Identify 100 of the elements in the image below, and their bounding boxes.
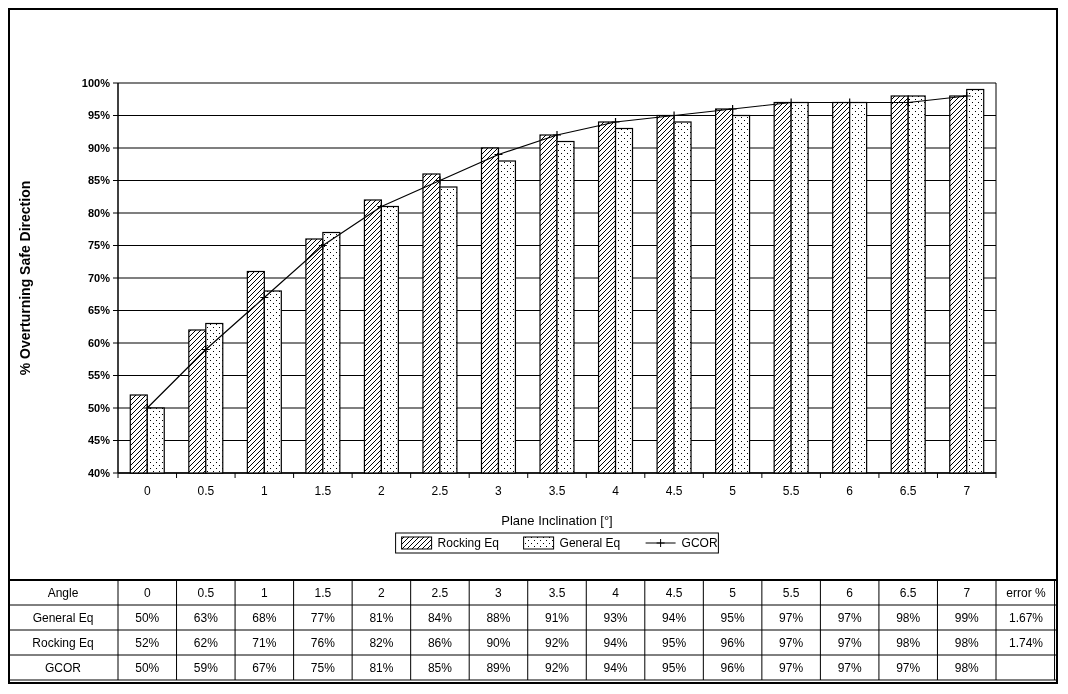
- data-label: 86%: [427, 635, 453, 650]
- y-tick-label: 45%: [87, 434, 111, 447]
- category-label: 5.5: [782, 585, 800, 600]
- y-tick-label: 65%: [87, 304, 111, 317]
- y-tick-label: 70%: [87, 271, 111, 284]
- data-label: 88%: [486, 610, 511, 625]
- y-tick-label: 40%: [87, 466, 111, 479]
- legend-label: GCOR: [681, 536, 718, 551]
- x-tick-label: 5: [729, 484, 737, 498]
- data-label: 94%: [603, 635, 628, 650]
- data-label: 97%: [779, 610, 804, 625]
- category-label: 3.5: [548, 585, 566, 600]
- legend-label: General Eq: [559, 536, 621, 551]
- category-label: 6: [846, 585, 854, 600]
- category-label: 4: [612, 585, 619, 600]
- y-tick-label: 60%: [87, 336, 111, 349]
- x-tick-label: 1.5: [314, 484, 332, 498]
- x-tick-label: 0.5: [197, 484, 215, 498]
- category-label: 7: [963, 585, 971, 600]
- data-label: 98%: [954, 635, 980, 650]
- data-label: 95%: [662, 660, 687, 675]
- data-label: 71%: [252, 635, 277, 650]
- x-tick-label: 0: [143, 484, 151, 498]
- y-tick-label: 75%: [87, 239, 111, 252]
- data-label: 97%: [896, 660, 921, 675]
- data-label: 91%: [544, 610, 570, 625]
- data-label: 98%: [954, 660, 980, 675]
- data-label: 97%: [779, 635, 804, 650]
- text: Angle: [47, 585, 79, 600]
- data-label: 50%: [135, 610, 160, 625]
- x-tick-label: 5.5: [782, 484, 800, 498]
- text: General Eq: [32, 610, 94, 625]
- x-tick-label: 2.5: [431, 484, 449, 498]
- y-tick-label: 100%: [81, 76, 111, 89]
- data-label: 98%: [896, 635, 921, 650]
- category-label: 6.5: [899, 585, 917, 600]
- category-label: 0.5: [197, 585, 215, 600]
- x-tick-label: 3: [495, 484, 503, 498]
- data-label: 95%: [662, 635, 687, 650]
- data-label: 97%: [837, 610, 862, 625]
- data-label: 98%: [896, 610, 921, 625]
- data-label: 94%: [662, 610, 687, 625]
- x-tick-label: 6: [846, 484, 854, 498]
- data-label: 77%: [310, 610, 336, 625]
- x-tick-label: 2: [378, 484, 386, 498]
- y-tick-label: 95%: [87, 109, 111, 122]
- category-label: 0: [143, 585, 151, 600]
- y-tick-label: 80%: [87, 206, 111, 219]
- data-label: 63%: [193, 610, 219, 625]
- data-label: 96%: [720, 660, 745, 675]
- data-label: 94%: [603, 660, 628, 675]
- category-label: 1: [260, 585, 268, 600]
- data-label: 76%: [310, 635, 336, 650]
- category-label: 2.5: [431, 585, 449, 600]
- text: Rocking Eq: [32, 635, 94, 650]
- text: 1.74%: [1008, 635, 1044, 650]
- x-tick-label: 3.5: [548, 484, 566, 498]
- data-label: 93%: [603, 610, 628, 625]
- legend-label: Rocking Eq: [437, 536, 499, 551]
- x-tick-label: 6.5: [899, 484, 917, 498]
- data-label: 81%: [369, 660, 394, 675]
- text: GCOR: [45, 660, 81, 675]
- data-label: 85%: [427, 660, 453, 675]
- y-tick-label: 85%: [87, 174, 111, 187]
- y-tick-label: 90%: [87, 141, 111, 154]
- data-label: 89%: [486, 660, 511, 675]
- data-label: 67%: [252, 660, 277, 675]
- text: error %: [1006, 585, 1046, 600]
- data-label: 68%: [252, 610, 277, 625]
- x-tick-label: 4.5: [665, 484, 683, 498]
- data-label: 50%: [135, 660, 160, 675]
- data-label: 97%: [837, 660, 862, 675]
- x-tick-label: 1: [260, 484, 268, 498]
- x-tick-label: 4: [612, 484, 620, 498]
- data-label: 97%: [779, 660, 804, 675]
- x-tick-label: 7: [963, 484, 971, 498]
- data-label: 90%: [486, 635, 511, 650]
- data-label: 59%: [193, 660, 219, 675]
- data-label: 75%: [310, 660, 336, 675]
- data-label: 52%: [135, 635, 160, 650]
- x-axis-title: Plane Inclination [°]: [501, 513, 613, 528]
- y-axis-title: % Overturning Safe Direction: [17, 180, 33, 376]
- data-label: 97%: [837, 635, 862, 650]
- data-label: 92%: [544, 660, 570, 675]
- category-label: 3: [495, 585, 502, 600]
- category-label: 5: [729, 585, 736, 600]
- data-label: 84%: [427, 610, 453, 625]
- text: 1.67%: [1008, 610, 1044, 625]
- data-label: 92%: [544, 635, 570, 650]
- y-tick-label: 55%: [87, 369, 111, 382]
- data-label: 99%: [954, 610, 980, 625]
- category-label: 4.5: [665, 585, 683, 600]
- data-label: 95%: [720, 610, 745, 625]
- data-label: 96%: [720, 635, 745, 650]
- data-label: 81%: [369, 610, 394, 625]
- data-label: 62%: [193, 635, 219, 650]
- category-label: 2: [378, 585, 385, 600]
- y-tick-label: 50%: [87, 401, 111, 414]
- category-label: 1.5: [314, 585, 332, 600]
- data-label: 82%: [369, 635, 394, 650]
